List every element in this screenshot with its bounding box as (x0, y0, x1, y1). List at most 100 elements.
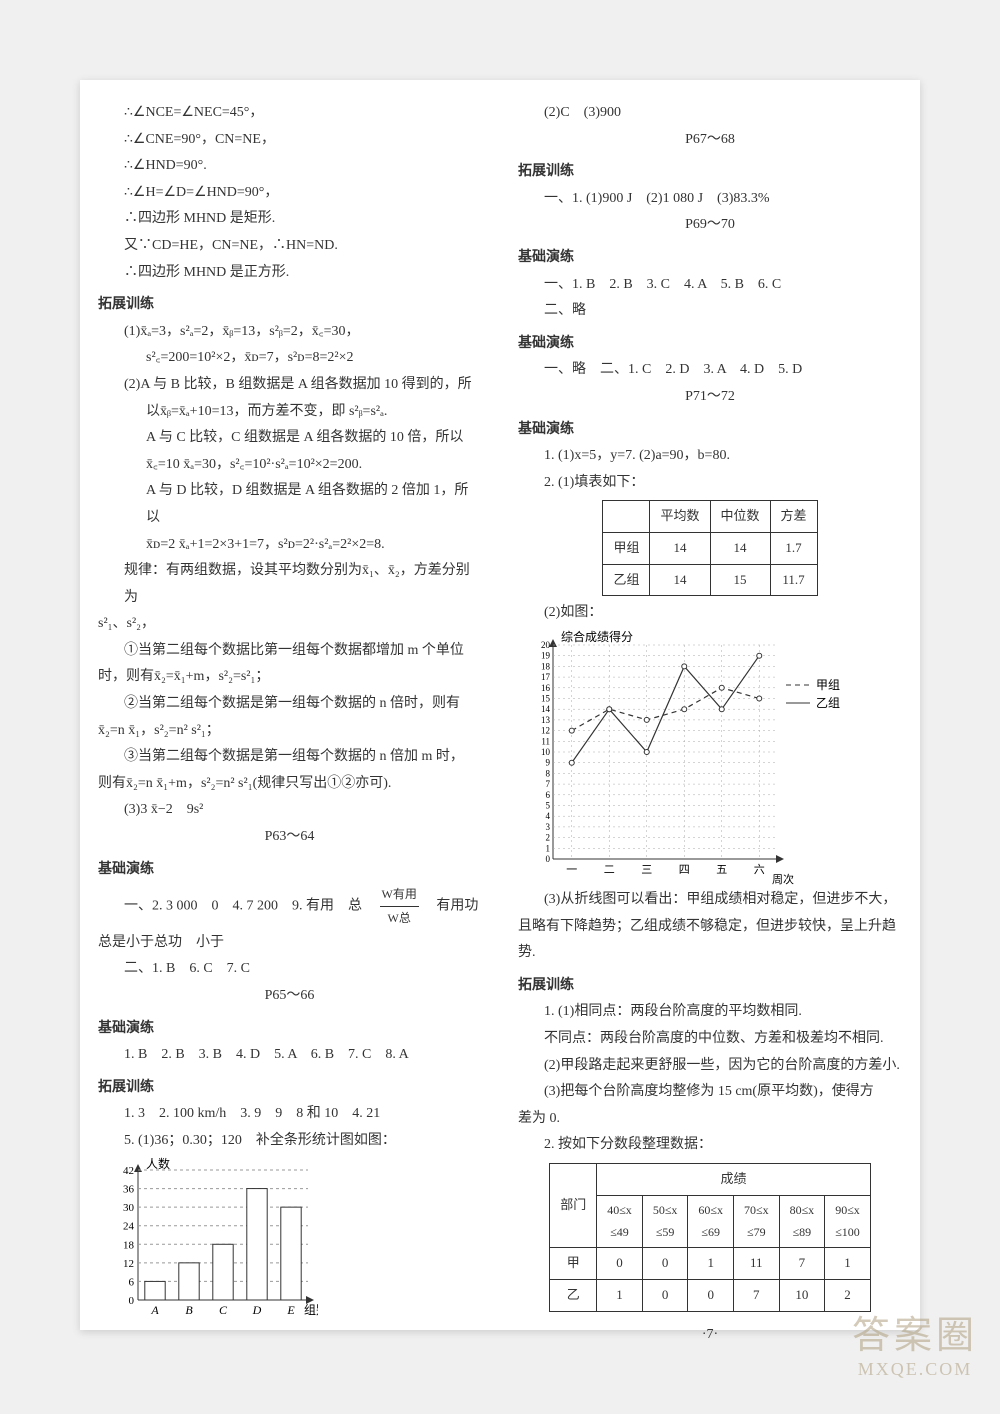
svg-text:11: 11 (541, 736, 550, 746)
line: 一、略 二、1. C 2. D 3. A 4. D 5. D (518, 357, 902, 384)
heading-basic: 基础演练 (98, 1016, 481, 1043)
svg-text:一: 一 (566, 864, 577, 876)
svg-text:2: 2 (546, 833, 551, 843)
line: 一、2. 3 000 0 4. 7 200 9. 有用 总 W有用 W总 有用功 (98, 883, 481, 930)
svg-text:7: 7 (546, 779, 551, 789)
line: 势. (518, 940, 902, 967)
svg-text:18: 18 (541, 661, 551, 671)
line: ∴∠H=∠D=∠HND=90°， (98, 180, 481, 207)
line: A 与 D 比较，D 组数据是 A 组各数据的 2 倍加 1，所以 (98, 478, 481, 531)
score-table: 部门成绩40≤x ≤4950≤x ≤5960≤x ≤6970≤x ≤7980≤x… (549, 1163, 871, 1312)
heading-basic: 基础演练 (98, 857, 481, 884)
line: x̄₂=n x̄₁，s²₂=n² s²₁； (98, 718, 481, 745)
svg-text:20: 20 (541, 640, 551, 650)
line: 且略有下降趋势；乙组成绩不够稳定，但进步较快，呈上升趋 (518, 914, 902, 941)
svg-text:12: 12 (123, 1257, 134, 1269)
svg-text:13: 13 (541, 715, 551, 725)
line: x̄ᴅ=2 x̄ₐ+1=2×3+1=7，s²ᴅ=2²·s²ₐ=2²×2=8. (98, 532, 481, 559)
line: (3)3 x̄−2 9s² (98, 797, 481, 824)
svg-text:四: 四 (679, 864, 690, 876)
svg-text:36: 36 (123, 1183, 135, 1195)
svg-text:5: 5 (546, 800, 551, 810)
watermark-url: MXQE.COM (830, 1359, 1000, 1380)
page-ref: P65～66 (98, 983, 481, 1010)
line: 二、1. B 6. C 7. C (98, 956, 481, 983)
line: (1)x̄ₐ=3，s²ₐ=2，x̄ᵦ=13，s²ᵦ=2，x̄꜀=30， (98, 319, 481, 346)
line: 则有x̄₂=n x̄₁+m，s²₂=n² s²₁(规律只写出①②亦可). (98, 771, 481, 798)
line: 1. (1)相同点：两段台阶高度的平均数相同. (518, 999, 902, 1026)
svg-text:三: 三 (641, 864, 652, 876)
line: ∴四边形 MHND 是正方形. (98, 260, 481, 287)
svg-text:16: 16 (541, 683, 551, 693)
svg-text:30: 30 (123, 1202, 135, 1214)
fraction: W有用 W总 (380, 883, 419, 930)
svg-text:乙组: 乙组 (816, 696, 840, 710)
svg-text:6: 6 (129, 1276, 135, 1288)
line: (2)A 与 B 比较，B 组数据是 A 组各数据加 10 得到的，所 (98, 372, 481, 399)
line: 1. (1)x=5，y=7. (2)a=90，b=80. (518, 443, 902, 470)
svg-text:A: A (150, 1303, 159, 1317)
watermark: 答案圈 MXQE.COM (830, 1304, 1000, 1414)
line: (3)从折线图可以看出：甲组成绩相对稳定，但进步不大， (518, 887, 902, 914)
svg-text:0: 0 (546, 854, 551, 864)
svg-text:17: 17 (541, 672, 551, 682)
svg-text:0: 0 (129, 1295, 135, 1307)
svg-text:14: 14 (541, 704, 551, 714)
line: s²₁、s²₂， (98, 611, 481, 638)
stats-table: 平均数中位数方差甲组14141.7乙组141511.7 (602, 500, 817, 596)
line-chart: 12345678910111213141516171819200一二三四五六甲组… (518, 627, 902, 887)
svg-text:D: D (252, 1303, 262, 1317)
svg-text:10: 10 (541, 747, 551, 757)
svg-text:6: 6 (546, 790, 551, 800)
line: 规律：有两组数据，设其平均数分别为x̄₁、x̄₂，方差分别为 (98, 558, 481, 611)
line: (2)C (3)900 (518, 100, 902, 127)
line: 一、1. B 2. B 3. C 4. A 5. B 6. C (518, 272, 902, 299)
line: x̄꜀=10 x̄ₐ=30，s²꜀=10²·s²ₐ=10²×2=200. (98, 452, 481, 479)
line: ②当第二组每个数据是第一组每个数据的 n 倍时，则有 (98, 691, 481, 718)
svg-text:24: 24 (123, 1220, 135, 1232)
svg-text:六: 六 (754, 863, 765, 876)
svg-text:19: 19 (541, 651, 551, 661)
svg-text:9: 9 (546, 758, 551, 768)
line: 又∵CD=HE，CN=NE，∴HN=ND. (98, 233, 481, 260)
svg-text:1: 1 (546, 843, 551, 853)
line: 1. 3 2. 100 km/h 3. 9 9 8 和 10 4. 21 (98, 1101, 481, 1128)
svg-text:五: 五 (716, 864, 727, 876)
svg-text:周次: 周次 (772, 872, 794, 886)
svg-text:人数: 人数 (146, 1156, 170, 1171)
heading-extension: 拓展训练 (98, 292, 481, 319)
fraction-den: W总 (380, 907, 419, 930)
page-ref: P67～68 (518, 127, 902, 154)
svg-text:3: 3 (546, 822, 551, 832)
line: 差为 0. (518, 1106, 902, 1133)
heading-extension: 拓展训练 (98, 1075, 481, 1102)
line: ③当第二组每个数据是第一组每个数据的 n 倍加 m 时， (98, 744, 481, 771)
line: A 与 C 比较，C 组数据是 A 组各数据的 10 倍，所以 (98, 425, 481, 452)
line: 以x̄ᵦ=x̄ₐ+10=13，而方差不变，即 s²ᵦ=s²ₐ. (98, 399, 481, 426)
line: 一、1. (1)900 J (2)1 080 J (3)83.3% (518, 186, 902, 213)
line: ∴四边形 MHND 是矩形. (98, 206, 481, 233)
heading-basic: 基础演练 (518, 245, 902, 272)
watermark-text: 答案圈 (830, 1304, 1000, 1359)
svg-text:甲组: 甲组 (816, 678, 840, 692)
svg-text:综合成绩得分: 综合成绩得分 (561, 629, 633, 644)
svg-text:B: B (185, 1303, 193, 1317)
line: 5. (1)36；0.30；120 补全条形统计图如图： (98, 1128, 481, 1155)
line: 2. 按如下分数段整理数据： (518, 1132, 902, 1159)
line: 2. (1)填表如下： (518, 470, 902, 497)
svg-text:4: 4 (546, 811, 551, 821)
svg-text:15: 15 (541, 693, 551, 703)
svg-text:18: 18 (123, 1239, 135, 1251)
line: 不同点：两段台阶高度的中位数、方差和极差均不相同. (518, 1026, 902, 1053)
page-ref: P71～72 (518, 384, 902, 411)
line: ∴∠HND=90°. (98, 153, 481, 180)
heading-extension: 拓展训练 (518, 973, 902, 1000)
line: (2)甲段路走起来更舒服一些，因为它的台阶高度的方差小. (518, 1053, 902, 1080)
line: (3)把每个台阶高度均整修为 15 cm(原平均数)，使得方 (518, 1079, 902, 1106)
page-ref: P63～64 (98, 824, 481, 851)
page-ref: P69～70 (518, 212, 902, 239)
svg-text:42: 42 (123, 1165, 134, 1177)
line: s²꜀=200=10²×2，x̄ᴅ=7，s²ᴅ=8=2²×2 (98, 345, 481, 372)
svg-text:二: 二 (604, 864, 615, 876)
line: (2)如图： (518, 600, 902, 627)
